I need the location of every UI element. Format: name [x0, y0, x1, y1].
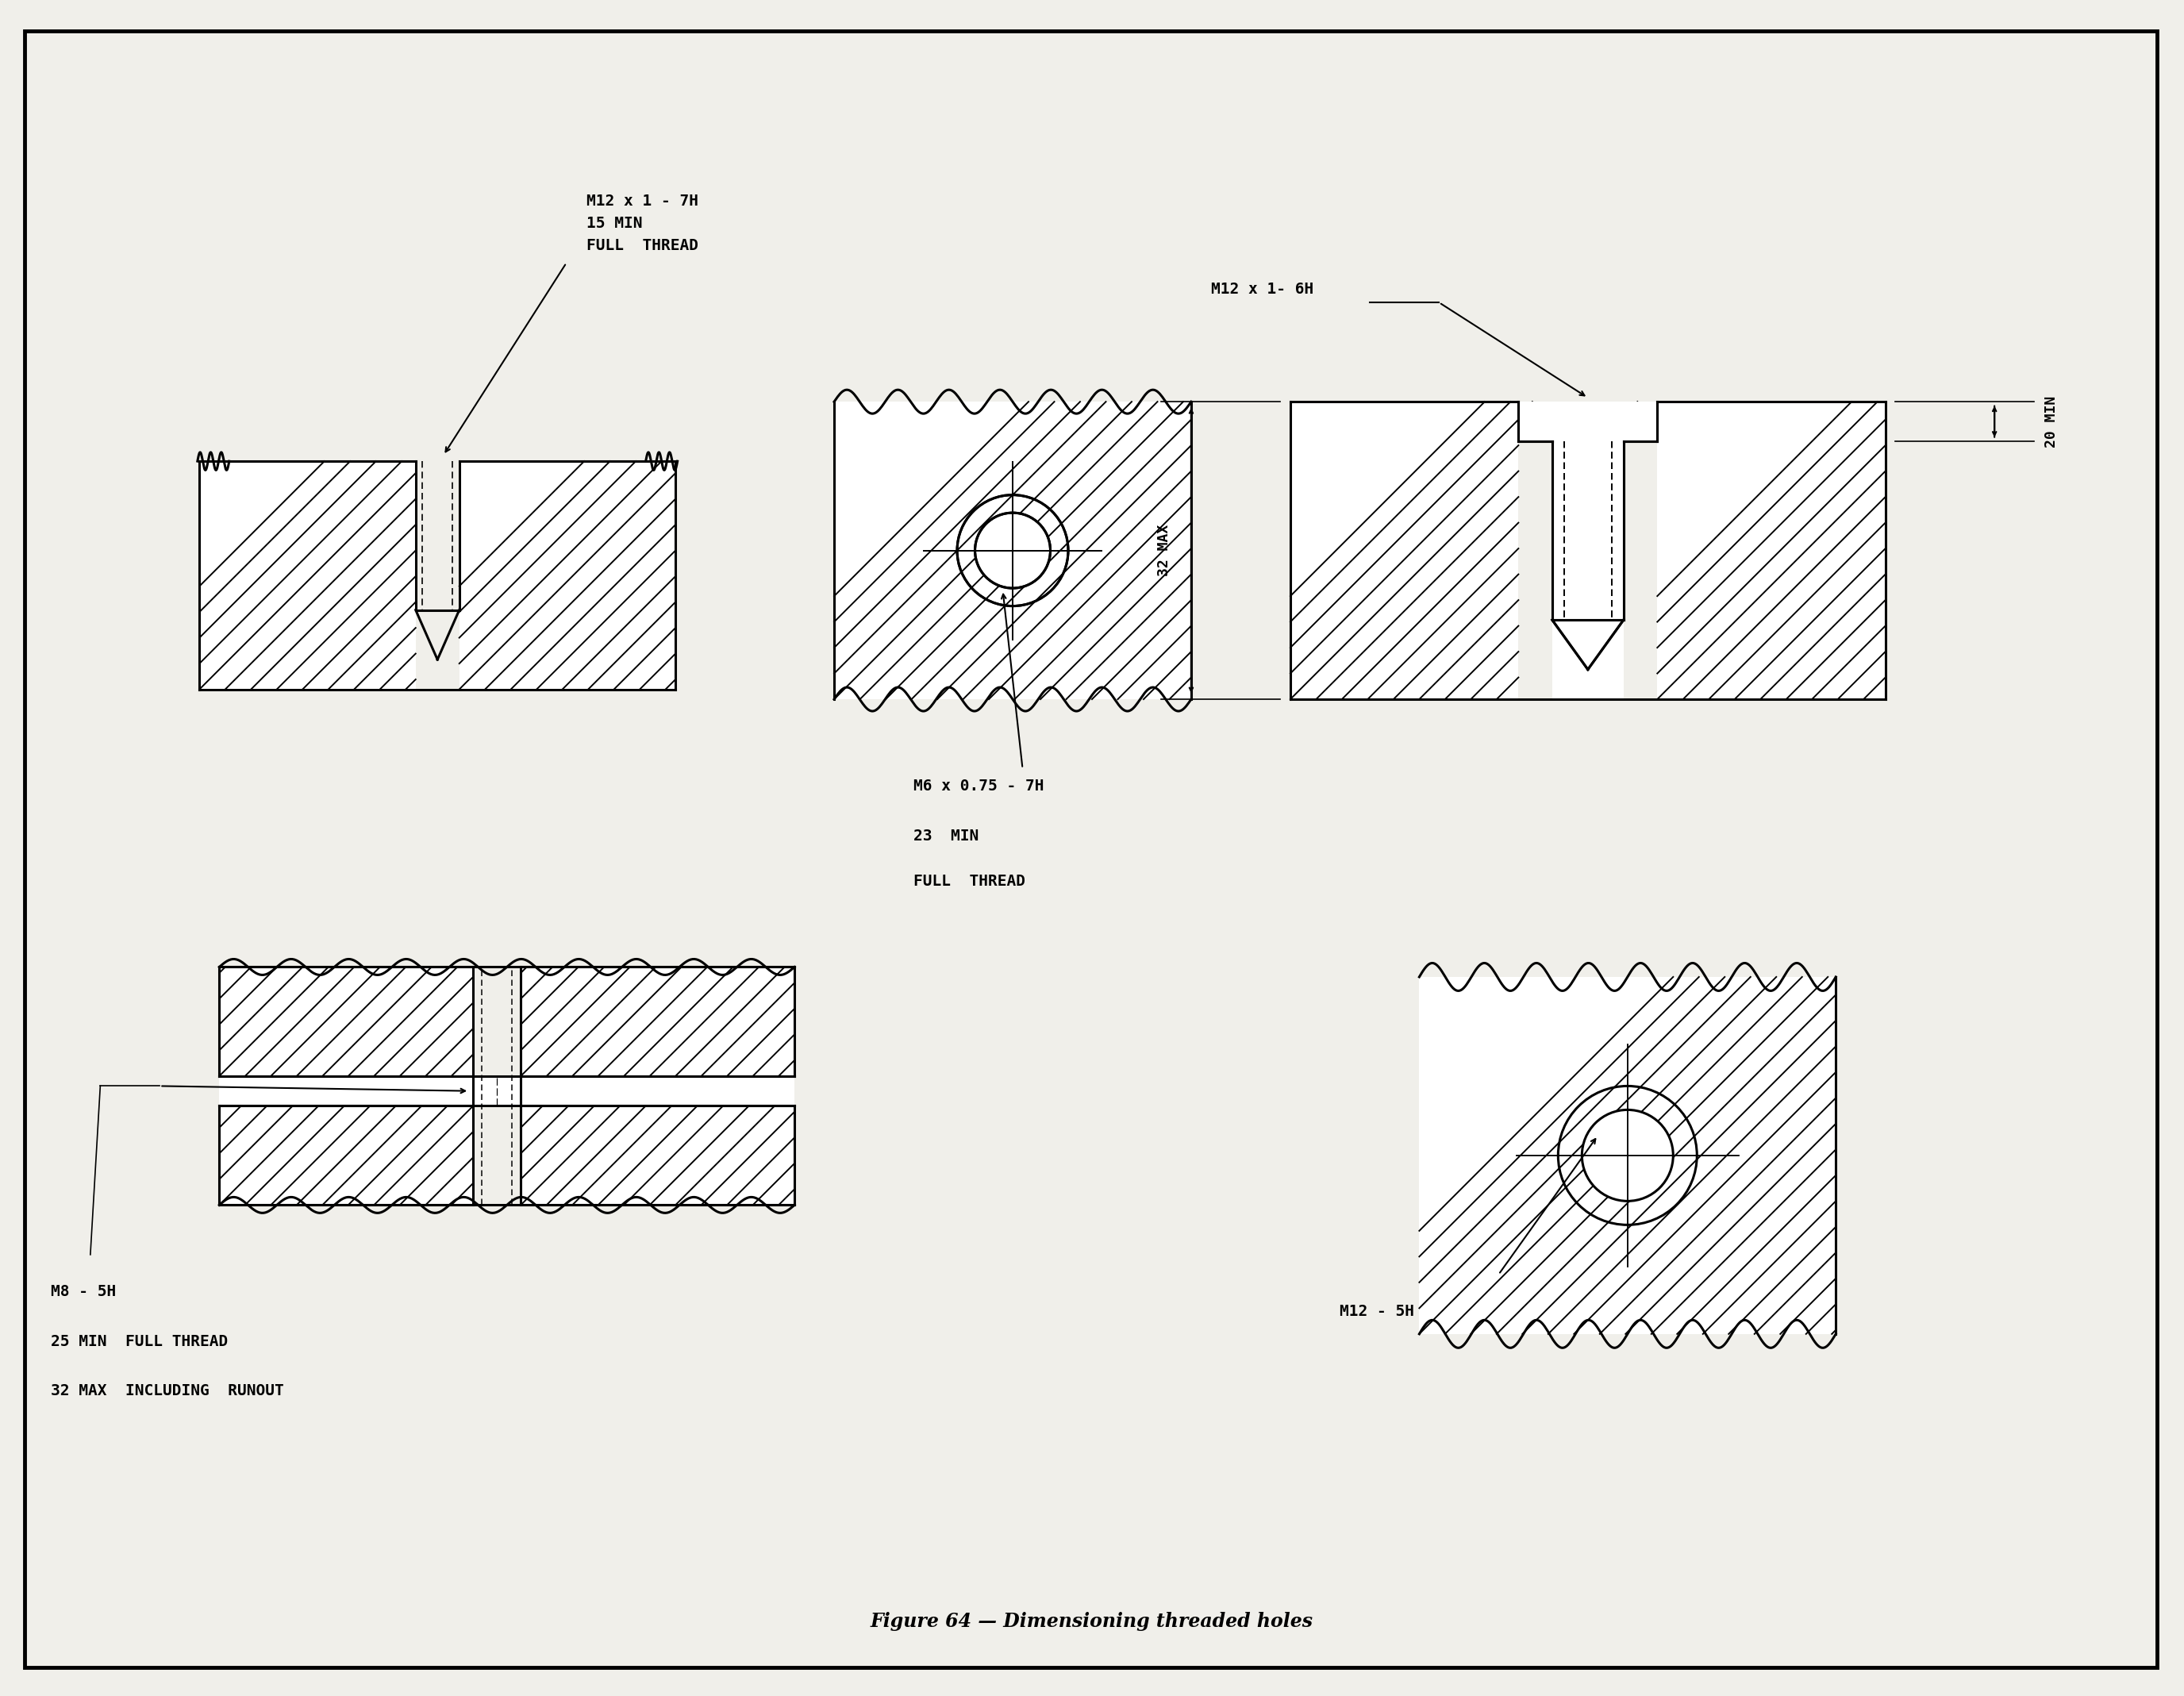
Bar [1518, 402, 1553, 441]
Text: Figure 64 — Dimensioning threaded holes: Figure 64 — Dimensioning threaded holes [871, 1613, 1313, 1632]
Text: M8 - 5H: M8 - 5H [50, 1284, 116, 1299]
Bar [218, 1075, 795, 1106]
Bar [1291, 402, 1518, 699]
Bar [834, 402, 1190, 699]
Bar [1658, 402, 1885, 699]
Text: 32 MAX: 32 MAX [1158, 524, 1171, 577]
Text: M12 x 1- 6H: M12 x 1- 6H [1210, 282, 1313, 297]
Text: 20 MIN: 20 MIN [2044, 395, 2057, 448]
Bar [1518, 402, 1658, 441]
Bar [520, 1106, 795, 1206]
Bar [218, 967, 474, 1075]
Bar [520, 967, 795, 1075]
Bar [218, 1106, 474, 1206]
Text: M6 x 0.75 - 7H: M6 x 0.75 - 7H [913, 778, 1044, 794]
Text: 25 MIN  FULL THREAD: 25 MIN FULL THREAD [50, 1335, 227, 1348]
Bar [1623, 402, 1658, 441]
Bar [1420, 977, 1837, 1335]
Text: M12 - 5H: M12 - 5H [1341, 1304, 1415, 1319]
Text: M12 x 1 - 7H
15 MIN
FULL  THREAD: M12 x 1 - 7H 15 MIN FULL THREAD [585, 193, 699, 253]
Bar [1553, 402, 1623, 699]
Bar [459, 461, 675, 689]
Text: 23  MIN: 23 MIN [913, 828, 978, 843]
Text: 32 MAX  INCLUDING  RUNOUT: 32 MAX INCLUDING RUNOUT [50, 1384, 284, 1399]
Bar [199, 461, 415, 689]
Circle shape [1581, 1109, 1673, 1201]
Circle shape [974, 512, 1051, 589]
Text: FULL  THREAD: FULL THREAD [913, 873, 1024, 889]
